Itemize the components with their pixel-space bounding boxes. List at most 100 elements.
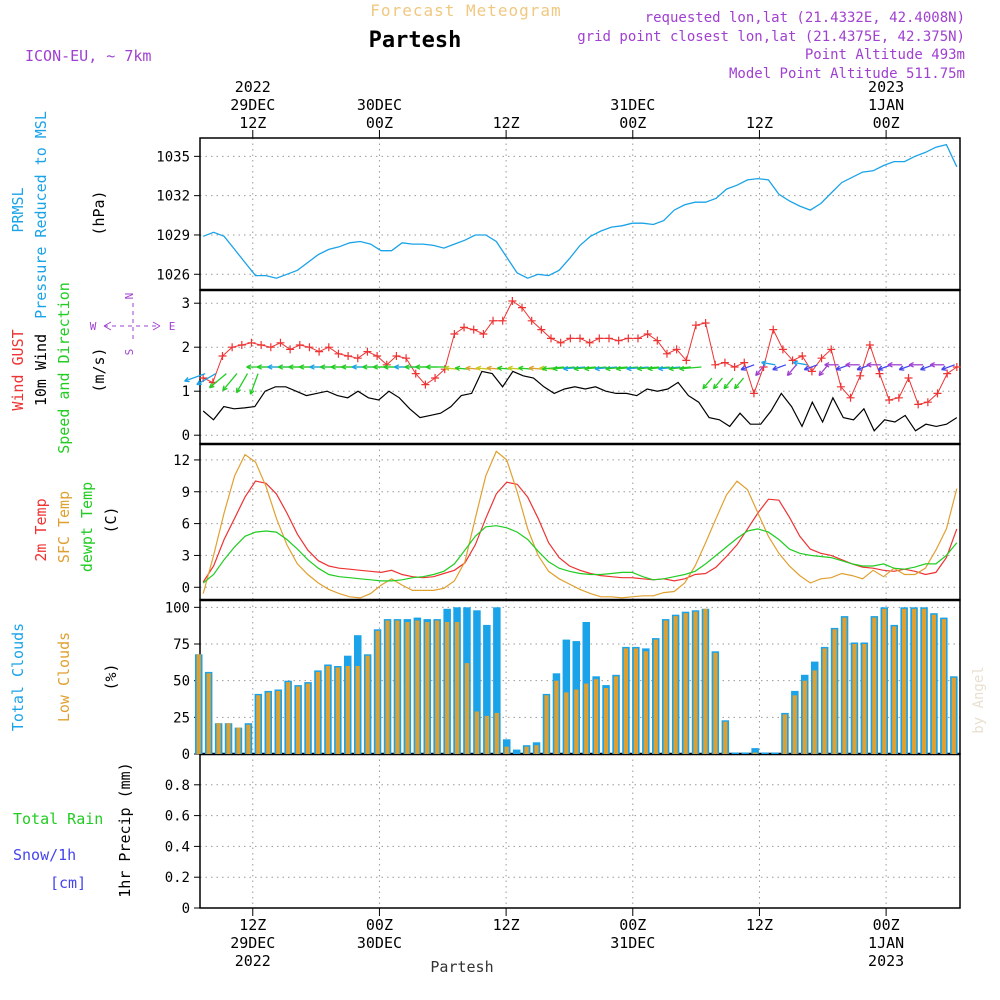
gust-marker (469, 325, 478, 334)
wind-arrow-head (702, 383, 708, 390)
footer-location: Partesh (430, 958, 493, 976)
wind-arrow-head (668, 365, 674, 372)
gust-marker (604, 334, 613, 343)
time-label-bottom: 00Z (366, 916, 393, 934)
gust-marker (411, 369, 420, 378)
wind-arrow-head (246, 364, 252, 370)
wind-arrow-head (845, 362, 851, 368)
total-cloud-bar (751, 748, 759, 754)
wind-arrow-head (267, 364, 273, 370)
gust-marker (266, 343, 275, 352)
gust-marker (720, 358, 729, 367)
date-label-bottom: 31DEC (610, 934, 655, 952)
wind-arrow-head (383, 364, 389, 370)
low-cloud-bar (723, 721, 728, 754)
meteogram-title: Forecast Meteogram (370, 1, 561, 20)
wind-arrow-head (475, 365, 482, 372)
date-label-bottom: 30DEC (357, 934, 402, 952)
wind-panel-labels: Wind GUST 10m Wind Speed and Direction (… (9, 282, 175, 454)
precip-panel-labels: Total Rain Snow/1h [cm] 1hr Precip (mm) (13, 762, 134, 897)
prmsl-label-2: Pressure Reduced to MSL (32, 111, 50, 319)
gust-marker (614, 336, 623, 345)
wind-unit: (m/s) (90, 347, 108, 392)
ytick-label-wind: 1 (182, 384, 190, 400)
wind10m-label: 10m Wind (32, 334, 50, 406)
wind-arrow-head (541, 365, 548, 372)
ytick-label-clouds: 75 (173, 637, 190, 653)
low-cloud-bar (782, 714, 787, 754)
low-cloud-bar (484, 715, 489, 754)
low-cloud-bar (544, 695, 549, 754)
time-label-bottom: 00Z (619, 916, 646, 934)
gust-marker (827, 345, 836, 354)
ytick-label-clouds: 0 (182, 747, 190, 763)
gust-marker (576, 334, 584, 343)
compass-e: E (169, 320, 176, 333)
wind-direction-arrow (209, 373, 227, 389)
total-cloud-bar (493, 607, 501, 754)
wind-arrow-head (235, 387, 241, 394)
wind10m-line (202, 370, 958, 432)
gust-marker (672, 345, 681, 354)
wind-arrow-head (658, 365, 664, 372)
ytick-label-wind: 3 (182, 296, 190, 312)
panel-frame-precip (199, 753, 961, 909)
low-cloud-bar (921, 608, 927, 754)
low-cloud-bar (643, 651, 648, 754)
low-cloud-bar (385, 620, 390, 754)
gust-marker (788, 356, 797, 365)
wind-arrow-head (755, 370, 761, 377)
wind-arrow-head (636, 365, 643, 372)
ytick-label-pressure: 1029 (156, 228, 190, 244)
compass-icon: N S W E (90, 293, 176, 356)
low-cloud-bar (226, 723, 231, 754)
wind-direction-arrow (723, 377, 734, 390)
wind-arrow-head (208, 382, 215, 389)
wind-arrow-head (898, 365, 905, 371)
gust-marker (865, 341, 874, 349)
gust-marker (807, 367, 816, 376)
wind-arrow-head (518, 365, 524, 372)
gust-marker (846, 393, 855, 402)
gust-marker (508, 297, 517, 305)
low-cloud-bar (365, 655, 370, 754)
date-label-top: 1JAN (868, 96, 904, 114)
low-cloud-bar (753, 752, 758, 754)
date-label-top: 29DEC (230, 96, 275, 114)
gust-marker (537, 325, 546, 334)
time-label-bottom: 12Z (239, 916, 266, 934)
low-cloud-bar (822, 648, 827, 754)
total-clouds-label: Total Clouds (9, 623, 27, 731)
ytick-label-precip: 0.2 (165, 870, 190, 886)
gust-marker (344, 352, 353, 360)
panel-frame-pressure (199, 137, 961, 291)
wind-arrow-head (941, 365, 947, 371)
pressure-unit: (hPa) (90, 190, 108, 235)
gust-marker (498, 316, 507, 325)
low-cloud-bar (534, 745, 539, 754)
time-label-top: 12Z (493, 114, 520, 132)
ytick-label-precip: 0 (182, 901, 190, 917)
wind-arrow-head (299, 364, 305, 370)
total-cloud-bar (483, 624, 491, 754)
wind-arrow-head (772, 365, 778, 371)
wind-arrow-head (594, 365, 600, 372)
gust-marker (653, 336, 662, 345)
wind-arrow-head (605, 365, 611, 372)
gust-marker (933, 389, 942, 398)
total-cloud-bar (761, 752, 769, 754)
low-cloud-bar (832, 629, 837, 754)
gust-marker (682, 356, 691, 365)
wind-arrow-head (584, 365, 590, 372)
low-cloud-bar (604, 688, 609, 754)
compass-n: N (123, 293, 136, 300)
gust-marker (817, 354, 826, 363)
low-cloud-bar (216, 723, 221, 754)
gust-marker (952, 363, 961, 371)
gust-marker (740, 358, 749, 367)
time-label-top: 12Z (746, 114, 773, 132)
gust-marker (489, 316, 498, 325)
year-label-top: 2023 (868, 78, 904, 96)
wind-arrow-head (288, 364, 294, 370)
